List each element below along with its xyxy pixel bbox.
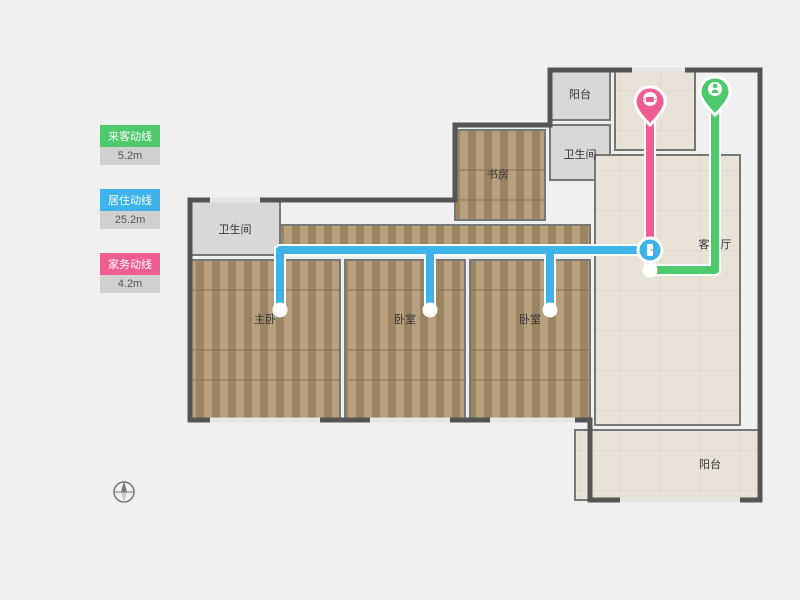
label-bedroom-2: 卧室 xyxy=(519,312,541,326)
compass-icon xyxy=(110,478,138,506)
room-bedroom-2 xyxy=(470,260,590,420)
legend-title: 家务动线 xyxy=(100,253,160,275)
legend-value: 25.2m xyxy=(100,211,160,229)
flow-endpoint xyxy=(644,264,656,276)
room-bedroom-1 xyxy=(345,260,465,420)
label-bathroom-top: 卫生间 xyxy=(564,147,597,161)
label-balcony-top: 阳台 xyxy=(569,87,591,101)
flow-endpoint xyxy=(424,304,436,316)
floor-plan: 阳台 厨房 卫生间 书房 卫生间 主卧 卧室 卧室 客餐厅 阳台 xyxy=(180,50,780,550)
legend-item-guest: 来客动线 5.2m xyxy=(100,125,160,165)
legend-title: 居住动线 xyxy=(100,189,160,211)
label-bathroom-left: 卫生间 xyxy=(219,222,252,236)
legend-value: 4.2m xyxy=(100,275,160,293)
flow-endpoint xyxy=(544,304,556,316)
legend-item-living: 居住动线 25.2m xyxy=(100,189,160,229)
label-balcony-bottom: 阳台 xyxy=(699,457,721,471)
legend-value: 5.2m xyxy=(100,147,160,165)
label-bedroom-1: 卧室 xyxy=(394,312,416,326)
label-master-bedroom: 主卧 xyxy=(254,313,276,326)
marker-living xyxy=(638,238,662,262)
legend-item-household: 家务动线 4.2m xyxy=(100,253,160,293)
legend-title: 来客动线 xyxy=(100,125,160,147)
label-study: 书房 xyxy=(487,168,509,181)
room-balcony-bottom xyxy=(575,430,760,500)
flow-endpoint xyxy=(274,304,286,316)
legend: 来客动线 5.2m 居住动线 25.2m 家务动线 4.2m xyxy=(100,125,160,317)
room-master-bedroom xyxy=(190,260,340,420)
marker-guest xyxy=(700,77,730,115)
